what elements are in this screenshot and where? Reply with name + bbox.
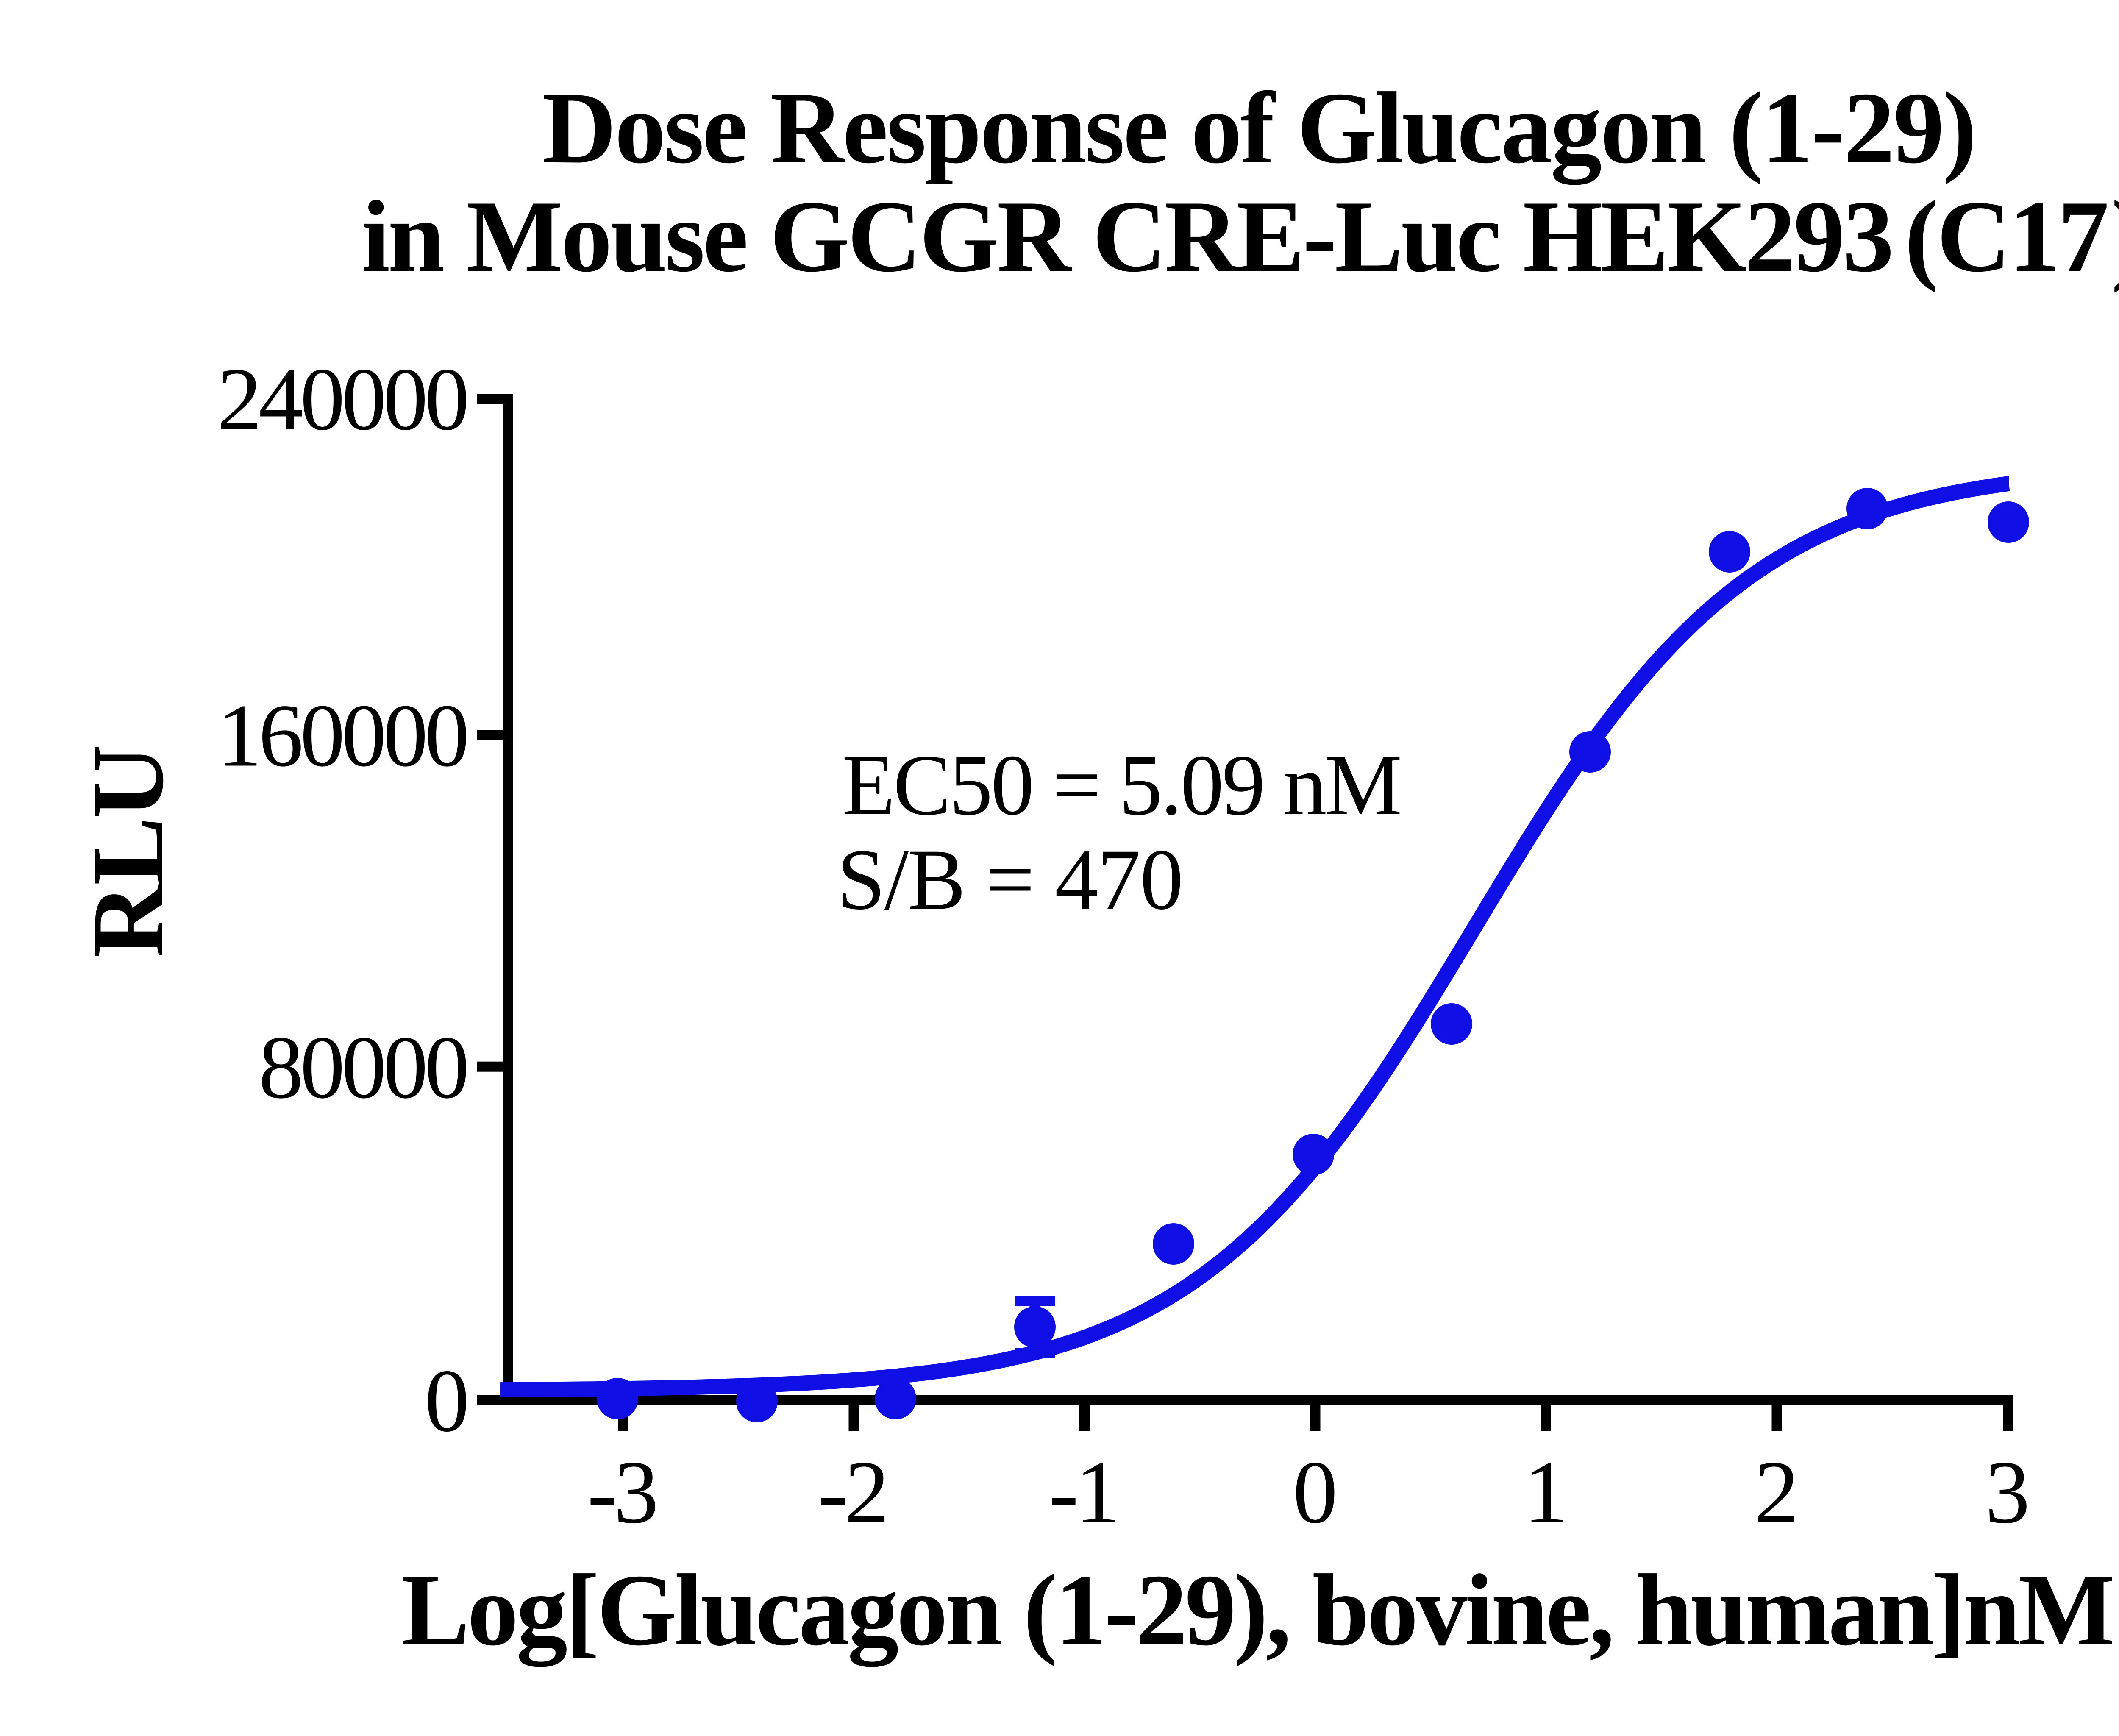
svg-text:-2: -2: [818, 1442, 886, 1542]
svg-text:80000: 80000: [259, 1018, 466, 1117]
svg-text:S/B = 470: S/B = 470: [837, 832, 1182, 928]
svg-text:2: 2: [1755, 1442, 1796, 1542]
svg-text:EC50 = 5.09 nM: EC50 = 5.09 nM: [842, 737, 1400, 833]
svg-text:-3: -3: [587, 1442, 656, 1542]
svg-text:RLU: RLU: [71, 746, 185, 958]
svg-text:160000: 160000: [217, 686, 466, 785]
svg-text:Dose Response of Glucagon (1-2: Dose Response of Glucagon (1-29): [542, 71, 1975, 185]
svg-text:0: 0: [425, 1351, 466, 1450]
svg-text:0: 0: [1293, 1442, 1335, 1542]
svg-text:1: 1: [1524, 1442, 1565, 1542]
svg-text:in Mouse GCGR CRE-Luc HEK293(C: in Mouse GCGR CRE-Luc HEK293(C17): [362, 180, 2119, 293]
svg-text:-1: -1: [1049, 1442, 1117, 1542]
svg-text:240000: 240000: [217, 349, 466, 449]
svg-text:3: 3: [1985, 1442, 2027, 1542]
svg-text:Log[Glucagon (1-29), bovine, h: Log[Glucagon (1-29), bovine, human]nM: [401, 1553, 2113, 1667]
